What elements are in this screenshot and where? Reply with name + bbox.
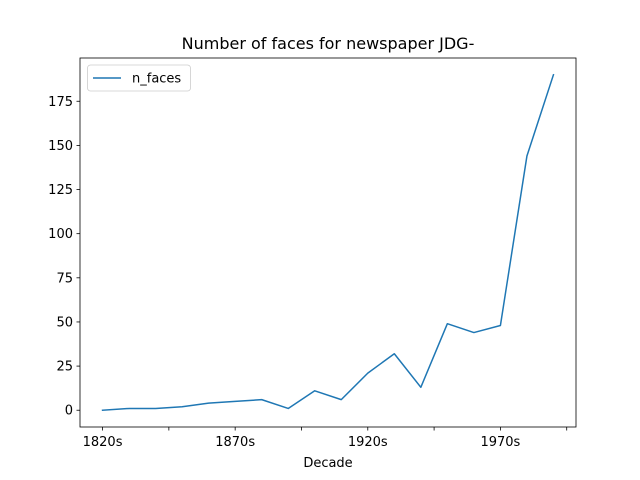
y-tick-label: 175 bbox=[48, 95, 73, 110]
axes-frame bbox=[79, 57, 577, 428]
x-tick-label: 1820s bbox=[83, 435, 123, 450]
y-tick-label: 25 bbox=[56, 360, 73, 375]
series-line-n_faces bbox=[101, 73, 555, 412]
legend-box bbox=[87, 64, 191, 92]
x-tick-label: 1920s bbox=[348, 435, 388, 450]
y-tick-label: 50 bbox=[56, 315, 73, 330]
chart-title: Number of faces for newspaper JDG- bbox=[182, 34, 475, 53]
y-tick-label: 100 bbox=[48, 227, 73, 242]
x-axis-label: Decade bbox=[303, 456, 352, 471]
y-tick-label: 0 bbox=[65, 404, 73, 419]
y-tick-label: 150 bbox=[48, 139, 73, 154]
plot-area: 0 25 50 75 100 125 150 175 1820s 1870s 1920s 1970s n… bbox=[48, 57, 577, 450]
legend-entry: n_faces bbox=[132, 72, 181, 87]
x-tick-label: 1970s bbox=[480, 435, 520, 450]
x-tick-label: 1870s bbox=[215, 435, 255, 450]
y-tick-label: 125 bbox=[48, 183, 73, 198]
legend: n_faces bbox=[87, 64, 191, 92]
y-tick-label: 75 bbox=[56, 271, 73, 286]
